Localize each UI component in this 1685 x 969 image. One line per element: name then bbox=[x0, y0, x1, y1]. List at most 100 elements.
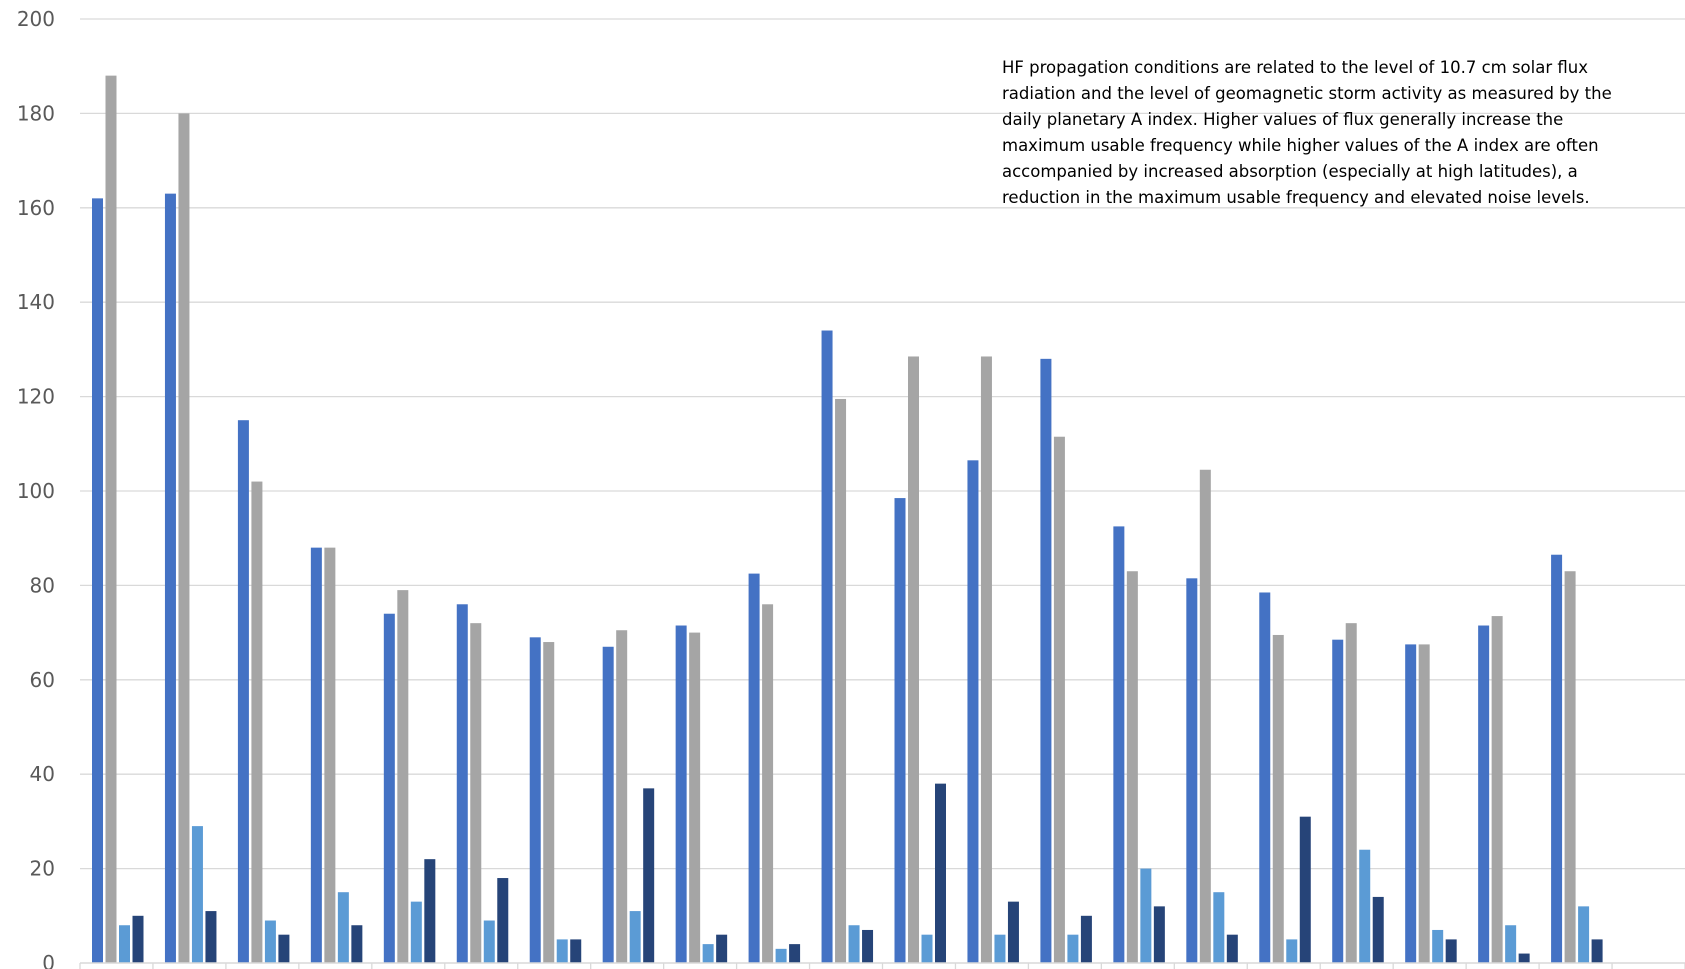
bar-series-1 bbox=[675, 625, 687, 963]
y-tick-label: 120 bbox=[17, 385, 55, 409]
bar-series-2 bbox=[397, 590, 409, 963]
bar-series-2 bbox=[1418, 644, 1430, 963]
y-tick-label: 180 bbox=[17, 101, 55, 125]
bar-series-4 bbox=[935, 783, 946, 963]
y-tick-label: 140 bbox=[17, 290, 55, 314]
bar-series-1 bbox=[748, 573, 760, 963]
bar-series-4 bbox=[1518, 953, 1530, 963]
bar-series-3 bbox=[483, 920, 495, 963]
bar-series-3 bbox=[775, 948, 787, 963]
bar-series-1 bbox=[1551, 554, 1563, 963]
bar-series-4 bbox=[1080, 915, 1092, 963]
bar-series-1 bbox=[383, 613, 395, 963]
bar-series-3 bbox=[119, 925, 130, 963]
bar-series-2 bbox=[178, 113, 190, 963]
bar-series-2 bbox=[980, 356, 992, 964]
bar-series-1 bbox=[1405, 644, 1417, 963]
bar-series-4 bbox=[1372, 896, 1384, 963]
bar-series-1 bbox=[1040, 358, 1052, 964]
bar-series-2 bbox=[689, 632, 701, 963]
bar-series-1 bbox=[529, 637, 541, 963]
y-tick-label: 60 bbox=[30, 668, 55, 692]
bar-series-4 bbox=[497, 878, 509, 963]
y-tick-label: 160 bbox=[17, 196, 55, 220]
bar-series-4 bbox=[570, 939, 582, 963]
bar-series-4 bbox=[716, 934, 728, 963]
bar-series-3 bbox=[1067, 934, 1079, 963]
bar-series-1 bbox=[1478, 625, 1490, 963]
bar-series-2 bbox=[762, 604, 774, 963]
bar-series-4 bbox=[278, 934, 290, 963]
bar-series-1 bbox=[602, 646, 614, 963]
bar-series-3 bbox=[1213, 892, 1225, 963]
bar-series-4 bbox=[132, 915, 144, 963]
bar-series-3 bbox=[264, 920, 276, 963]
bar-series-1 bbox=[821, 330, 833, 963]
bar-series-1 bbox=[1259, 592, 1271, 963]
bar-series-3 bbox=[556, 939, 568, 963]
bar-series-2 bbox=[908, 356, 919, 964]
bar-series-2 bbox=[1126, 571, 1138, 963]
bar-series-4 bbox=[789, 944, 801, 963]
chart-annotation: HF propagation conditions are related to… bbox=[1002, 58, 1612, 207]
bar-series-2 bbox=[543, 642, 555, 963]
y-tick-label: 20 bbox=[30, 857, 55, 881]
bar-series-2 bbox=[1053, 436, 1065, 964]
bar-series-1 bbox=[1113, 526, 1125, 963]
bar-series-1 bbox=[164, 193, 176, 963]
bar-series-1 bbox=[237, 420, 249, 963]
y-axis-tick-labels: 0 20 40 60 80 100 120 140 160 180 200 bbox=[17, 7, 55, 969]
bar-series-4 bbox=[424, 859, 436, 963]
bar-series-2 bbox=[1345, 623, 1357, 963]
bar-series-1 bbox=[92, 198, 103, 964]
y-tick-label: 40 bbox=[30, 762, 55, 786]
bar-series-4 bbox=[351, 925, 363, 963]
bar-series-2 bbox=[105, 75, 117, 963]
bar-series-4 bbox=[1299, 816, 1311, 963]
bar-series-3 bbox=[191, 826, 203, 963]
bar-series-2 bbox=[835, 398, 847, 964]
bar-series-1 bbox=[894, 498, 906, 963]
bar-series-2 bbox=[251, 481, 263, 963]
bar-series-3 bbox=[702, 944, 714, 963]
gridlines bbox=[80, 18, 1685, 870]
bar-series-4 bbox=[205, 911, 217, 963]
bar-series-3 bbox=[1140, 868, 1152, 963]
bar-series-2 bbox=[324, 547, 336, 963]
bars bbox=[92, 75, 1603, 964]
bar-series-4 bbox=[1153, 906, 1165, 963]
bar-series-4 bbox=[1226, 934, 1238, 963]
bar-series-2 bbox=[1199, 469, 1211, 963]
bar-series-3 bbox=[1286, 939, 1298, 963]
y-tick-label: 200 bbox=[17, 7, 55, 31]
bar-series-1 bbox=[967, 460, 979, 963]
bar-series-4 bbox=[1007, 901, 1019, 963]
y-tick-label: 80 bbox=[30, 573, 55, 597]
bar-series-3 bbox=[410, 901, 422, 963]
bar-series-3 bbox=[1359, 849, 1371, 963]
bar-series-4 bbox=[1445, 939, 1457, 963]
bar-series-4 bbox=[1591, 939, 1603, 963]
bar-series-4 bbox=[862, 929, 874, 963]
y-tick-label: 100 bbox=[17, 479, 55, 503]
bar-series-2 bbox=[1272, 634, 1284, 963]
bar-series-3 bbox=[629, 911, 641, 963]
bar-series-2 bbox=[470, 623, 482, 963]
bar-series-4 bbox=[643, 788, 655, 963]
bar-series-3 bbox=[1432, 929, 1444, 963]
y-tick-label: 0 bbox=[42, 951, 55, 969]
bar-series-1 bbox=[1332, 639, 1344, 963]
bar-series-3 bbox=[1578, 906, 1590, 963]
bar-series-2 bbox=[1564, 571, 1576, 963]
bar-series-3 bbox=[1505, 925, 1517, 963]
bar-series-1 bbox=[1186, 578, 1198, 963]
bar-series-3 bbox=[337, 892, 349, 963]
bar-series-3 bbox=[994, 934, 1006, 963]
bar-series-1 bbox=[310, 547, 322, 963]
bar-series-2 bbox=[1491, 616, 1503, 963]
bar-series-2 bbox=[616, 630, 628, 963]
bar-series-3 bbox=[921, 934, 933, 963]
bar-series-1 bbox=[456, 604, 468, 963]
bar-series-3 bbox=[848, 925, 860, 963]
